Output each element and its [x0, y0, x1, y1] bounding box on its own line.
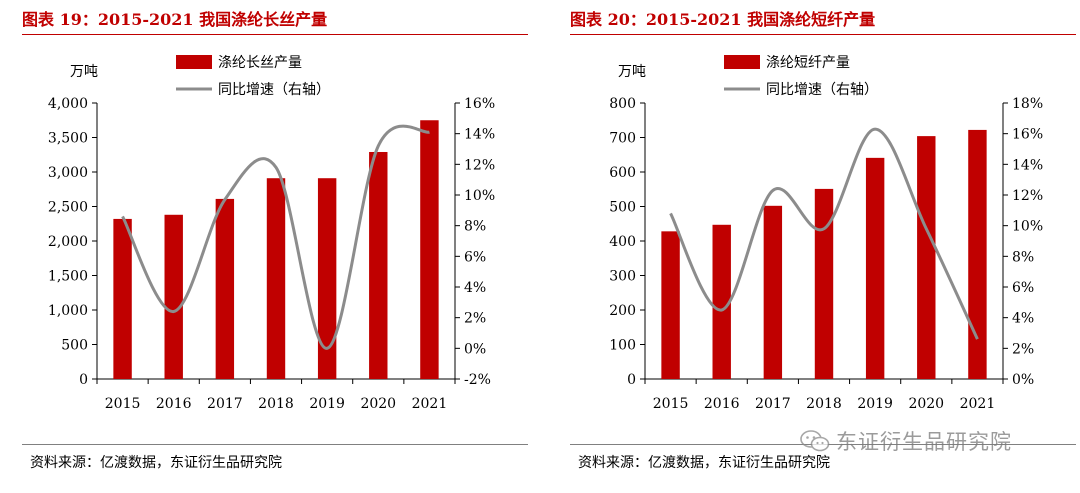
chart-panel-yarn: 图表 19：2015-2021 我国涤纶长丝产量 0 500 1,000 1,500 2… [0, 0, 530, 493]
y-tick-label: 600 [609, 165, 636, 181]
bar [712, 224, 731, 379]
y2-tick-label: 10% [464, 188, 495, 204]
y-tick-label: 1,500 [48, 269, 88, 285]
y-axis-unit: 万吨 [618, 64, 646, 80]
bar [164, 214, 183, 379]
y2-tick-label: 12% [464, 157, 495, 173]
y2-tick-label: 0% [464, 341, 486, 357]
source-divider [22, 444, 528, 445]
bar [317, 178, 337, 379]
x-tick-label: 2020 [360, 396, 396, 412]
legend-swatch-bar [176, 55, 212, 69]
bar [814, 188, 834, 379]
y-tick-label: 2,500 [48, 200, 88, 216]
y2-tick-label: 8% [464, 219, 486, 235]
y2-tick-label: 16% [1012, 127, 1043, 143]
y-tick-label: 1,000 [48, 303, 88, 319]
y-tick-label: 400 [609, 234, 636, 250]
legend-label-bar: 涤纶短纤产量 [766, 55, 850, 71]
y2-tick-label: 4% [464, 280, 486, 296]
x-tick-label: 2017 [207, 396, 243, 412]
legend-label-bar: 涤纶长丝产量 [218, 55, 302, 71]
y2-tick-label: 6% [464, 249, 486, 265]
y-tick-label: 500 [61, 338, 88, 354]
bar [917, 136, 936, 379]
chart-panel-staple: 图表 20：2015-2021 我国涤纶短纤产量 0 100 200 300 400 50… [548, 0, 1078, 493]
legend-label-line: 同比增速（右轴） [766, 82, 878, 98]
x-tick-label: 2019 [309, 396, 345, 412]
y2-tick-label: -2% [464, 372, 491, 388]
bar [865, 157, 885, 379]
y-tick-label: 100 [609, 338, 636, 354]
title-divider [22, 34, 528, 35]
legend-label-line: 同比增速（右轴） [218, 82, 330, 98]
y2-tick-label: 12% [1012, 188, 1043, 204]
bar [661, 231, 680, 379]
bar [113, 218, 132, 379]
x-tick-label: 2015 [105, 396, 141, 412]
title-divider [570, 34, 1076, 35]
y-tick-label: 3,500 [48, 131, 88, 147]
y-tick-label: 200 [609, 303, 636, 319]
y2-tick-label: 10% [1012, 219, 1043, 235]
x-tick-label: 2020 [908, 396, 944, 412]
bar [968, 129, 987, 379]
y-tick-label: 800 [609, 96, 636, 112]
x-tick-label: 2021 [960, 396, 996, 412]
x-tick-label: 2021 [412, 396, 448, 412]
bar [215, 198, 235, 379]
source-note: 资料来源：亿渡数据，东证衍生品研究院 [30, 455, 282, 471]
source-note: 资料来源：亿渡数据，东证衍生品研究院 [578, 455, 830, 471]
chart-yarn-output: 0 500 1,000 1,500 2,000 2,500 3,000 3,500 4,000 -… [48, 55, 495, 412]
y2-tick-label: 4% [1012, 311, 1034, 327]
y2-tick-label: 18% [1012, 96, 1043, 112]
bar [420, 120, 439, 379]
y2-tick-label: 6% [1012, 280, 1034, 296]
y-tick-label: 4,000 [48, 96, 88, 112]
growth-line [121, 124, 430, 350]
y-tick-label: 500 [609, 200, 636, 216]
bar [369, 151, 388, 379]
y-tick-label: 2,000 [48, 234, 88, 250]
x-tick-label: 2015 [653, 396, 689, 412]
x-tick-label: 2018 [258, 396, 294, 412]
watermark: 东证衍生品研究院 [800, 426, 1012, 456]
legend-swatch-bar [724, 55, 760, 69]
x-tick-label: 2017 [755, 396, 791, 412]
wechat-icon [800, 430, 830, 452]
x-tick-label: 2018 [806, 396, 842, 412]
y-tick-label: 300 [609, 269, 636, 285]
x-tick-label: 2019 [857, 396, 893, 412]
y2-tick-label: 2% [1012, 341, 1034, 357]
y2-tick-label: 0% [1012, 372, 1034, 388]
y-tick-label: 700 [609, 131, 636, 147]
y2-tick-label: 2% [464, 311, 486, 327]
y2-tick-label: 14% [464, 127, 495, 143]
y2-tick-label: 16% [464, 96, 495, 112]
figure-title: 图表 19：2015-2021 我国涤纶长丝产量 [22, 10, 328, 29]
y-axis-unit: 万吨 [70, 64, 98, 80]
bar [266, 178, 286, 379]
y-tick-label: 3,000 [48, 165, 88, 181]
y2-tick-label: 8% [1012, 249, 1034, 265]
chart-staple-output: 0 100 200 300 400 500 600 700 800 0% 2% 4% 6% 8% 10% 12… [609, 55, 1043, 412]
bar [763, 205, 783, 379]
figure-title: 图表 20：2015-2021 我国涤纶短纤产量 [570, 10, 876, 29]
watermark-text: 东证衍生品研究院 [836, 430, 1012, 454]
x-tick-label: 2016 [704, 396, 740, 412]
y-tick-label: 0 [79, 372, 88, 388]
y-tick-label: 0 [627, 372, 636, 388]
y2-tick-label: 14% [1012, 157, 1043, 173]
x-tick-label: 2016 [156, 396, 192, 412]
